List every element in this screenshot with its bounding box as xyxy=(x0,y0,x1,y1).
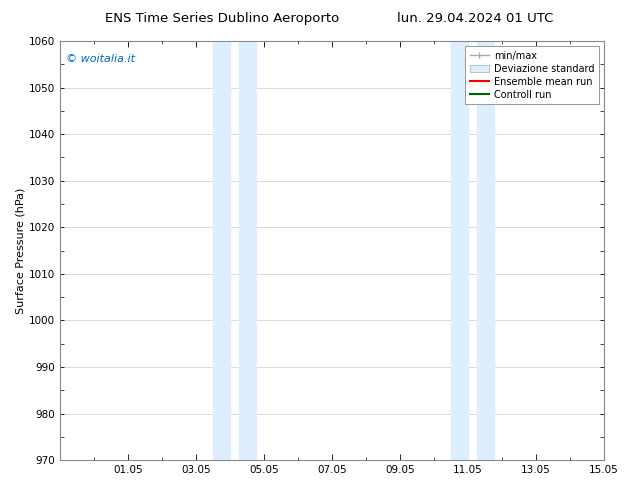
Y-axis label: Surface Pressure (hPa): Surface Pressure (hPa) xyxy=(15,187,25,314)
Bar xyxy=(451,41,468,460)
Bar xyxy=(239,41,256,460)
Bar xyxy=(213,41,230,460)
Text: ENS Time Series Dublino Aeroporto: ENS Time Series Dublino Aeroporto xyxy=(105,12,339,25)
Text: © woitalia.it: © woitalia.it xyxy=(66,53,134,64)
Bar xyxy=(477,41,494,460)
Text: lun. 29.04.2024 01 UTC: lun. 29.04.2024 01 UTC xyxy=(398,12,553,25)
Legend: min/max, Deviazione standard, Ensemble mean run, Controll run: min/max, Deviazione standard, Ensemble m… xyxy=(465,46,599,104)
